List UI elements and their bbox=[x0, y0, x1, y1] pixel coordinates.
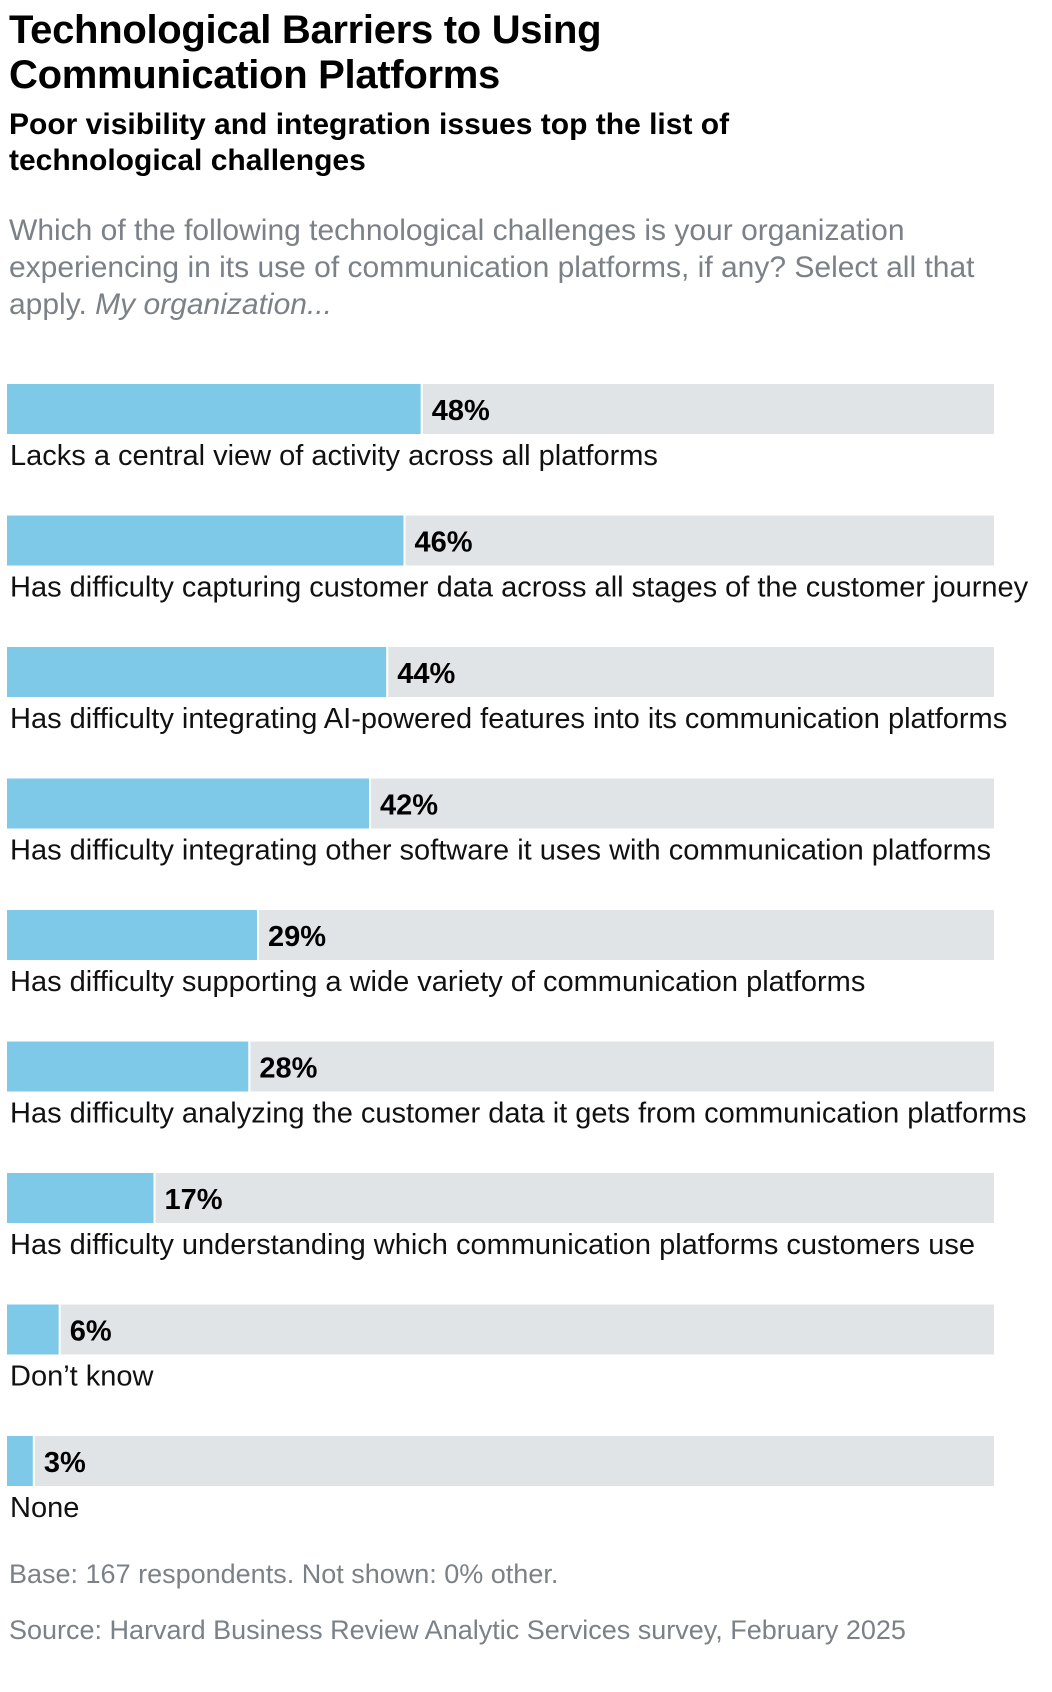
bar-track bbox=[7, 1173, 994, 1223]
bar bbox=[7, 1041, 249, 1092]
category-label: Has difficulty integrating other softwar… bbox=[10, 835, 991, 867]
question-emphasis: My organization... bbox=[95, 288, 332, 321]
bar-value-label: 6% bbox=[70, 1316, 112, 1348]
category-label: None bbox=[10, 1492, 79, 1524]
bar bbox=[7, 647, 387, 697]
bar-value-label: 46% bbox=[415, 527, 473, 559]
bar bbox=[7, 1436, 33, 1486]
chart-title: Technological Barriers to Using Communic… bbox=[9, 8, 602, 97]
category-label: Has difficulty analyzing the customer da… bbox=[10, 1098, 1027, 1130]
bar-value-label: 29% bbox=[268, 921, 326, 953]
bar bbox=[7, 1173, 154, 1223]
bar-value-label: 42% bbox=[380, 790, 438, 822]
bar-value-label: 28% bbox=[259, 1053, 317, 1085]
chart-subtitle: Poor visibility and integration issues t… bbox=[9, 108, 730, 177]
source-note: Source: Harvard Business Review Analytic… bbox=[9, 1615, 906, 1645]
footnote: Base: 167 respondents. Not shown: 0% oth… bbox=[9, 1559, 559, 1589]
bar bbox=[7, 778, 370, 829]
bar-value-label: 17% bbox=[165, 1184, 223, 1216]
bar bbox=[7, 515, 404, 566]
category-label: Has difficulty integrating AI-powered fe… bbox=[10, 703, 1007, 735]
bar-track bbox=[7, 1304, 994, 1355]
category-label: Don’t know bbox=[10, 1361, 155, 1393]
bar bbox=[7, 384, 421, 434]
category-label: Lacks a central view of activity across … bbox=[10, 440, 658, 472]
bar-chart: 48% Lacks a central view of activity acro… bbox=[7, 384, 1029, 1524]
bar-value-label: 44% bbox=[397, 658, 455, 690]
question-text: Which of the following technological cha… bbox=[9, 214, 975, 321]
bar bbox=[7, 1304, 59, 1355]
bar-track bbox=[7, 1436, 994, 1486]
bar-value-label: 48% bbox=[432, 395, 490, 427]
category-label: Has difficulty supporting a wide variety… bbox=[10, 966, 865, 998]
category-label: Has difficulty capturing customer data a… bbox=[10, 572, 1029, 604]
bar bbox=[7, 910, 257, 960]
category-label: Has difficulty understanding which commu… bbox=[10, 1229, 975, 1261]
bar-value-label: 3% bbox=[44, 1447, 86, 1479]
survey-question: Which of the following technological cha… bbox=[9, 212, 1009, 323]
